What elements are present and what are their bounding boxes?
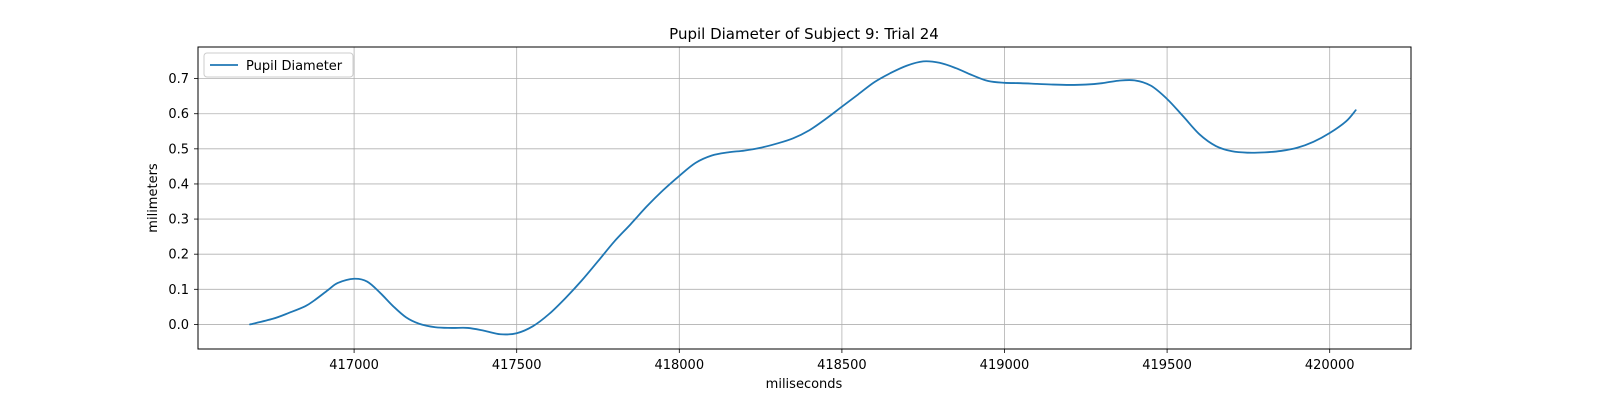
x-axis: 417000 417500 418000 418500 419000 419500 4200… xyxy=(329,349,1355,373)
y-tick-label: 0.6 xyxy=(168,107,189,122)
x-tick-label: 418000 xyxy=(654,358,704,373)
series-line-pupil-diameter xyxy=(249,60,1357,336)
x-tick-label: 418500 xyxy=(817,358,867,373)
legend: Pupil Diameter xyxy=(203,52,354,78)
y-tick-label: 0.7 xyxy=(168,72,189,87)
y-tick-label: 0.0 xyxy=(168,318,189,333)
plot-frame xyxy=(197,46,1412,350)
y-tick-label: 0.4 xyxy=(168,177,189,192)
y-axis-title: milimeters xyxy=(146,163,161,233)
y-tick-label: 0.2 xyxy=(168,248,189,263)
y-tick-label: 0.5 xyxy=(168,142,189,157)
x-tick-label: 417500 xyxy=(492,358,542,373)
series-layer xyxy=(249,60,1357,336)
x-tick-label: 417000 xyxy=(329,358,379,373)
legend-label-pupil-diameter: Pupil Diameter xyxy=(246,59,343,74)
x-tick-label: 420000 xyxy=(1305,358,1355,373)
y-tick-label: 0.3 xyxy=(168,213,189,228)
y-tick-label: 0.1 xyxy=(168,283,189,298)
chart-title: Pupil Diameter of Subject 9: Trial 24 xyxy=(669,25,939,43)
legend-box xyxy=(203,52,354,78)
x-tick-label: 419500 xyxy=(1142,358,1192,373)
x-axis-title: miliseconds xyxy=(766,377,843,392)
grid-lines xyxy=(198,47,1411,349)
x-tick-label: 419000 xyxy=(980,358,1030,373)
y-axis: 0.0 0.1 0.2 0.3 0.4 0.5 0.6 0.7 xyxy=(168,72,198,333)
